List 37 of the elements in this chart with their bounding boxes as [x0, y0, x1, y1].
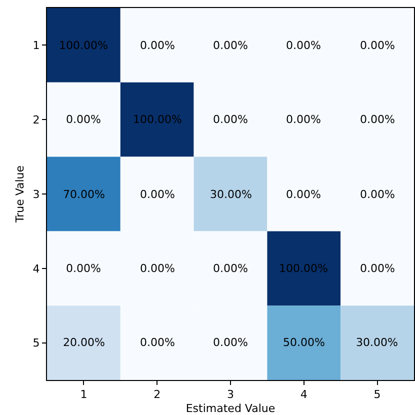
- x-tick-label: 5: [374, 388, 381, 402]
- data-label: 0.00%: [66, 113, 101, 126]
- data-label: 0.00%: [213, 336, 248, 349]
- y-axis-title: True Value: [13, 165, 26, 224]
- x-tick-label: 2: [154, 388, 161, 402]
- y-tick-label: 5: [32, 336, 40, 350]
- data-label: 70.00%: [63, 188, 105, 201]
- data-label: 0.00%: [140, 262, 175, 275]
- data-label: 20.00%: [63, 336, 105, 349]
- data-label: 50.00%: [283, 336, 325, 349]
- y-tick-label: 1: [32, 39, 40, 52]
- data-label: 0.00%: [213, 113, 248, 126]
- data-label: 30.00%: [210, 188, 252, 201]
- data-label: 100.00%: [133, 113, 182, 126]
- data-label: 0.00%: [286, 39, 321, 52]
- data-label: 0.00%: [286, 188, 321, 201]
- data-label: 0.00%: [286, 113, 321, 126]
- data-label: 0.00%: [213, 39, 248, 52]
- data-label: 0.00%: [213, 262, 248, 275]
- data-label: 0.00%: [360, 188, 395, 201]
- data-label: 30.00%: [356, 336, 398, 349]
- x-axis-title: Estimated Value: [186, 402, 276, 415]
- x-tick-label: 4: [300, 388, 308, 402]
- y-tick-label: 4: [32, 262, 40, 276]
- data-label: 100.00%: [279, 262, 328, 275]
- data-label: 0.00%: [140, 188, 175, 201]
- data-label: 0.00%: [140, 39, 175, 52]
- y-tick-label: 3: [32, 188, 40, 201]
- data-label: 100.00%: [59, 39, 108, 52]
- data-label: 0.00%: [360, 262, 395, 275]
- x-tick-label: 1: [80, 388, 88, 402]
- data-label: 0.00%: [360, 39, 395, 52]
- data-label: 0.00%: [66, 262, 101, 275]
- data-label: 0.00%: [360, 113, 395, 126]
- data-label: 0.00%: [140, 336, 175, 349]
- y-tick-label: 2: [32, 113, 40, 126]
- x-tick-label: 3: [227, 388, 234, 402]
